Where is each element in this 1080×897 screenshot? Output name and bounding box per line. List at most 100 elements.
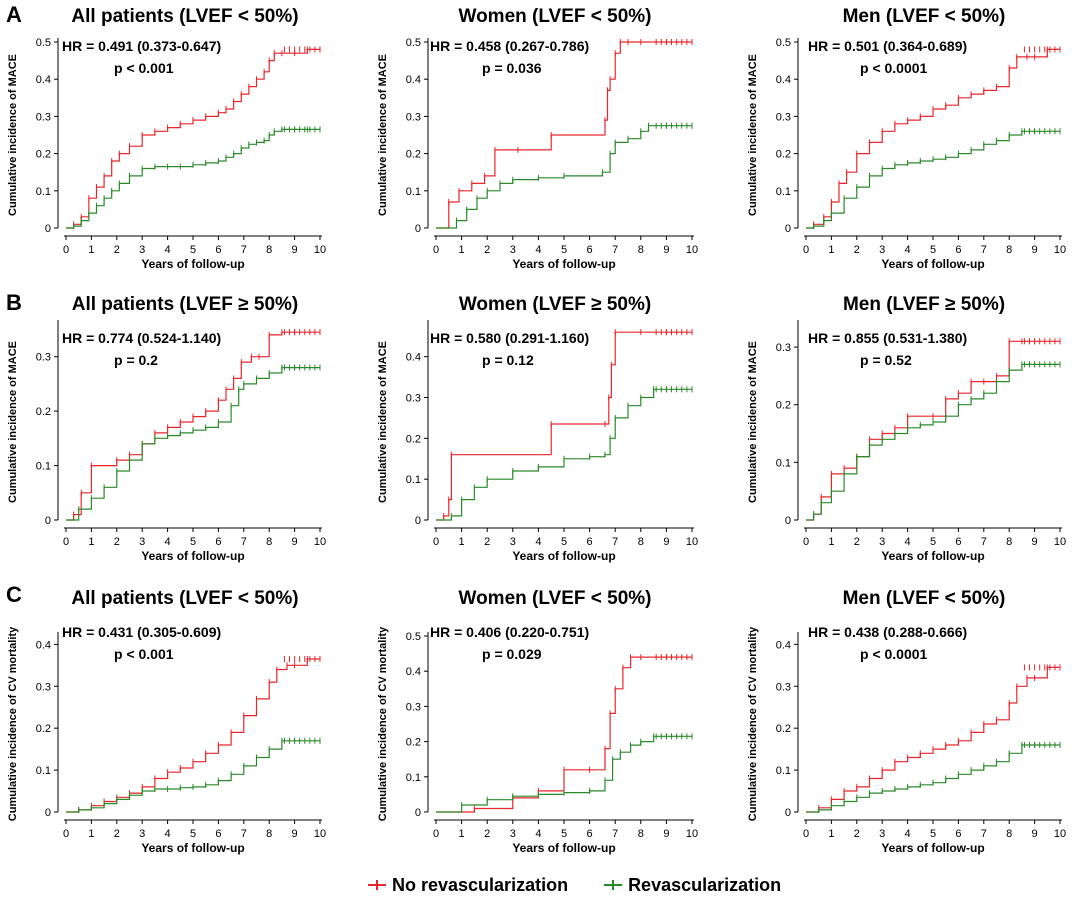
y-tick-label: 0.1: [36, 186, 51, 198]
x-tick-label: 10: [1054, 244, 1066, 256]
x-tick-label: 2: [854, 828, 860, 840]
panel-title: Men (LVEF < 50%): [842, 6, 1006, 27]
hazard-ratio-label: HR = 0.501 (0.364-0.689): [808, 38, 968, 54]
x-tick-label: 10: [1054, 828, 1066, 840]
y-tick-label: 0.4: [776, 74, 791, 86]
x-tick-label: 10: [686, 244, 698, 256]
x-tick-label: 2: [114, 244, 120, 256]
x-tick-label: 4: [165, 828, 171, 840]
y-axis-label: Cumulative incidence of CV mortality: [377, 626, 389, 821]
x-tick-label: 6: [215, 244, 221, 256]
y-tick-label: 0.4: [406, 666, 421, 678]
x-tick-label: 4: [905, 828, 911, 840]
panel-title: Women (LVEF < 50%): [458, 588, 652, 609]
km-plot-c-3: 0 1 2 3 4 5 6 7 8 9 10 0 0.1 0.2 0.3 0.4 Years of follow…: [747, 626, 1066, 855]
km-plot-b-1: 0 1 2 3 4 5 6 7 8 9 10 0 0.1 0.2 0.3 Years of follow-up…: [7, 320, 326, 563]
hazard-ratio-label: HR = 0.458 (0.267-0.786): [430, 38, 590, 54]
hazard-ratio-label: HR = 0.406 (0.220-0.751): [430, 624, 590, 640]
series-line-no-revascularization: [436, 41, 692, 229]
x-tick-label: 4: [535, 828, 541, 840]
y-tick-label: 0.5: [406, 631, 421, 643]
x-tick-label: 7: [612, 244, 618, 256]
p-value-label: p < 0.0001: [860, 646, 928, 662]
y-tick-label: 0.4: [406, 352, 421, 364]
y-tick-label: 0.3: [406, 111, 421, 123]
y-tick-label: 0.2: [406, 433, 421, 445]
panel-title: Men (LVEF ≥ 50%): [842, 294, 1006, 315]
legend-item-revascularization: Revascularization: [604, 875, 781, 896]
x-tick-label: 0: [803, 244, 809, 256]
x-tick-label: 8: [638, 244, 644, 256]
x-tick-label: 2: [854, 244, 860, 256]
y-tick-label: 0.2: [776, 400, 791, 412]
x-tick-label: 8: [1006, 828, 1012, 840]
x-tick-label: 4: [165, 536, 171, 548]
y-tick-label: 0.2: [406, 737, 421, 749]
x-tick-label: 2: [484, 536, 490, 548]
hazard-ratio-label: HR = 0.774 (0.524-1.140): [62, 330, 222, 346]
y-tick-label: 0.1: [776, 457, 791, 469]
series-line-revascularization: [806, 363, 1060, 521]
x-tick-label: 5: [190, 244, 196, 256]
panel-title: Women (LVEF < 50%): [458, 6, 652, 27]
km-plot-b-2: 0 1 2 3 4 5 6 7 8 9 10 0 0.1 0.2 0.3 0.4 Years of follow…: [377, 320, 698, 563]
x-tick-label: 0: [433, 536, 439, 548]
p-value-label: p = 0.029: [482, 646, 542, 662]
panel-title: All patients (LVEF ≥ 50%): [71, 294, 299, 315]
x-axis-label: Years of follow-up: [881, 549, 984, 563]
x-tick-label: 5: [561, 828, 567, 840]
y-tick-label: 0.1: [776, 765, 791, 777]
x-axis-label: Years of follow-up: [141, 841, 244, 855]
y-tick-label: 0.4: [36, 74, 51, 86]
y-axis-label: Cumulative incidence of MACE: [7, 341, 19, 503]
x-tick-label: 5: [561, 536, 567, 548]
y-tick-label: 0: [415, 807, 421, 819]
hazard-ratio-label: HR = 0.855 (0.531-1.380): [808, 330, 968, 346]
y-tick-label: 0.4: [776, 639, 791, 651]
km-plot-c-2: 0 1 2 3 4 5 6 7 8 9 10 0 0.1 0.2 0.3 0.4 0.5 Years of fol…: [377, 626, 698, 855]
p-value-label: p < 0.0001: [860, 60, 928, 76]
x-tick-label: 5: [190, 536, 196, 548]
y-tick-label: 0.4: [406, 74, 421, 86]
y-tick-label: 0.3: [776, 681, 791, 693]
x-tick-label: 0: [803, 828, 809, 840]
y-tick-label: 0: [45, 515, 51, 527]
x-tick-label: 0: [803, 536, 809, 548]
x-tick-label: 9: [663, 244, 669, 256]
x-tick-label: 6: [955, 828, 961, 840]
x-tick-label: 7: [241, 536, 247, 548]
y-tick-label: 0.3: [36, 352, 51, 364]
x-tick-label: 5: [561, 244, 567, 256]
x-axis-label: Years of follow-up: [881, 257, 984, 271]
x-tick-label: 5: [930, 828, 936, 840]
x-tick-label: 6: [587, 536, 593, 548]
panel-title: Men (LVEF < 50%): [842, 588, 1006, 609]
p-value-label: p = 0.52: [860, 352, 912, 368]
x-tick-label: 0: [63, 536, 69, 548]
x-tick-label: 4: [905, 536, 911, 548]
x-tick-label: 8: [1006, 244, 1012, 256]
row-label-a: A: [6, 2, 22, 27]
x-tick-label: 6: [955, 244, 961, 256]
x-tick-label: 9: [1032, 244, 1038, 256]
x-tick-label: 8: [266, 536, 272, 548]
x-tick-label: 5: [930, 536, 936, 548]
panel-title: All patients (LVEF < 50%): [71, 588, 299, 609]
x-tick-label: 4: [905, 244, 911, 256]
x-tick-label: 6: [587, 244, 593, 256]
x-tick-label: 7: [981, 828, 987, 840]
y-tick-label: 0.3: [36, 681, 51, 693]
row-label-c: C: [6, 582, 22, 607]
y-axis-label: Cumulative incidence of CV mortality: [7, 626, 19, 821]
y-tick-label: 0.1: [406, 186, 421, 198]
x-tick-label: 9: [292, 536, 298, 548]
x-tick-label: 6: [215, 828, 221, 840]
y-axis-label: Cumulative incidence of MACE: [377, 341, 389, 503]
x-tick-label: 1: [828, 828, 834, 840]
x-tick-label: 3: [510, 536, 516, 548]
panel-title: Women (LVEF ≥ 50%): [458, 294, 652, 315]
series-line-revascularization: [806, 130, 1060, 229]
x-tick-label: 1: [88, 536, 94, 548]
legend-label-revascularization: Revascularization: [628, 874, 782, 895]
